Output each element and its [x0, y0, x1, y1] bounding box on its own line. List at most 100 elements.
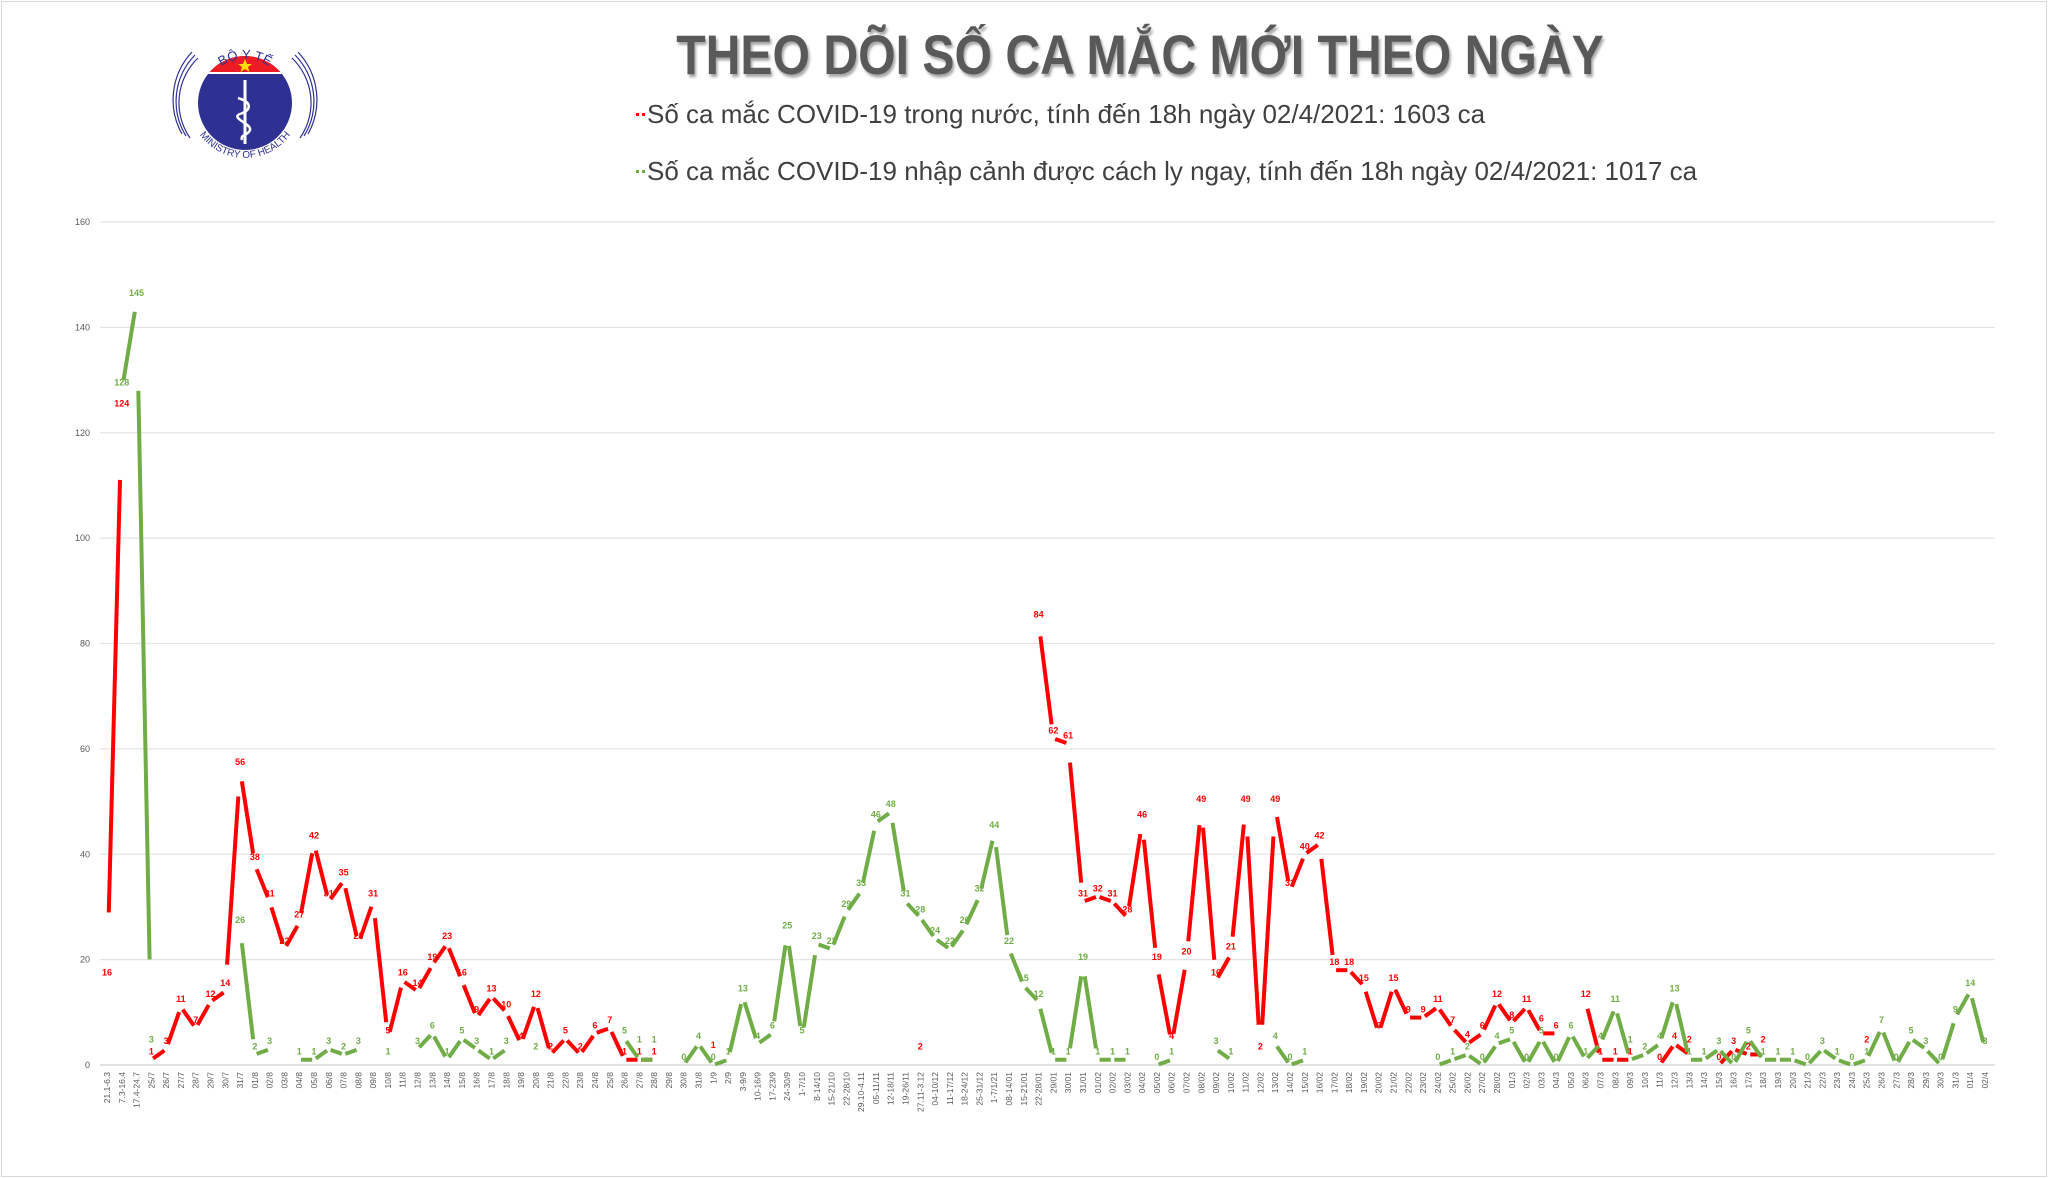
x-tick-label: 08/02 [1196, 1072, 1206, 1094]
domestic-data-label: 42 [1315, 831, 1325, 841]
domestic-data-label: 49 [1241, 794, 1251, 804]
x-tick-label: 18/3 [1758, 1072, 1768, 1089]
x-tick-label: 1-7/1/21 [989, 1072, 999, 1103]
x-tick-label: 28/02 [1492, 1072, 1502, 1094]
imported-line-segment [314, 1048, 329, 1061]
domestic-data-label: 38 [250, 852, 260, 862]
domestic-data-label: 1 [1598, 1047, 1603, 1057]
legend-item-imported: Số ca mắc COVID-19 nhập cảnh được cách l… [636, 156, 1697, 187]
imported-data-label: 1 [385, 1047, 390, 1057]
domestic-line-segment [447, 947, 462, 978]
domestic-line-segment [417, 967, 433, 990]
imported-data-label: 1 [726, 1047, 731, 1057]
y-tick-label: 0 [85, 1060, 90, 1070]
domestic-data-label: 2 [918, 1041, 923, 1051]
x-tick-label: 01/02 [1093, 1072, 1103, 1094]
imported-data-label: 22 [827, 936, 837, 946]
imported-data-label: 1 [1125, 1047, 1130, 1057]
imported-line-segment [742, 1001, 758, 1039]
x-tick-label: 05/02 [1152, 1072, 1162, 1094]
imported-data-label: 1 [1169, 1047, 1174, 1057]
imported-data-label: 0 [1894, 1052, 1899, 1062]
domestic-line-segment [1216, 956, 1231, 979]
imported-data-label: 5 [1539, 1026, 1544, 1036]
imported-line-segment [890, 822, 906, 892]
domestic-data-label: 33 [1285, 878, 1295, 888]
domestic-data-label: 35 [339, 868, 349, 878]
x-tick-label: 11/8 [398, 1072, 408, 1088]
domestic-line-segment [284, 924, 300, 947]
domestic-line-segment [358, 906, 374, 940]
x-tick-label: 27/02 [1477, 1072, 1487, 1094]
imported-line-segment [698, 1045, 714, 1064]
imported-line-segment [1866, 1031, 1882, 1057]
domestic-line-segment [476, 997, 492, 1017]
imported-line-segment [329, 1047, 343, 1056]
imported-data-label: 6 [1568, 1020, 1573, 1030]
domestic-data-label: 3 [164, 1036, 169, 1046]
x-tick-label: 26/02 [1462, 1072, 1472, 1094]
imported-data-label: 3 [1982, 1036, 1987, 1046]
x-tick-label: 20/8 [531, 1072, 541, 1089]
domestic-data-label: 56 [235, 757, 245, 767]
imported-line-segment [462, 1038, 477, 1050]
domestic-data-label: 18 [1329, 957, 1339, 967]
domestic-line-segment [1127, 833, 1143, 907]
imported-data-label: 48 [886, 799, 896, 809]
x-tick-label: 28/7 [191, 1072, 201, 1089]
domestic-line-segment [1468, 1033, 1482, 1045]
domestic-data-label: 32 [1093, 883, 1103, 893]
imported-data-label: 1 [1095, 1047, 1100, 1057]
imported-data-label: 4 [1598, 1031, 1603, 1041]
imported-data-label: 3 [504, 1036, 509, 1046]
imported-data-label: 2 [252, 1041, 257, 1051]
domestic-data-label: 2 [1746, 1041, 1751, 1051]
domestic-line-segment [195, 1003, 211, 1026]
domestic-line-segment [580, 1034, 595, 1054]
imported-line-segment [787, 945, 803, 1027]
imported-line-segment [121, 311, 137, 381]
imported-line-segment [255, 1047, 269, 1056]
x-tick-label: 09/3 [1625, 1072, 1635, 1089]
imported-data-label: 5 [1509, 1026, 1514, 1036]
domestic-data-label: 14 [413, 978, 423, 988]
imported-line-segment [1881, 1031, 1897, 1062]
imported-data-label: 1 [1835, 1047, 1840, 1057]
x-tick-label: 23/3 [1832, 1072, 1842, 1089]
imported-data-label: 0 [1154, 1052, 1159, 1062]
domestic-line-segment [432, 945, 447, 964]
x-tick-label: 30/3 [1936, 1072, 1946, 1089]
domestic-data-label: 4 [1169, 1031, 1174, 1041]
x-tick-label: 05/8 [309, 1072, 319, 1089]
imported-data-label: 1 [1450, 1047, 1455, 1057]
imported-line-segment [417, 1033, 433, 1049]
y-tick-label: 140 [75, 322, 90, 332]
imported-data-label: 6 [430, 1020, 435, 1030]
domestic-data-label: 12 [1492, 989, 1502, 999]
x-tick-label: 29/8 [664, 1072, 674, 1089]
imported-data-label: 2 [1465, 1041, 1470, 1051]
imported-line-segment [1748, 1040, 1764, 1059]
imported-line-segment [801, 954, 817, 1028]
imported-line-segment [1511, 1040, 1527, 1063]
domestic-line-segment [1349, 970, 1364, 986]
imported-line-segment [1733, 1040, 1749, 1063]
imported-line-segment [492, 1048, 506, 1061]
x-tick-label: 31/7 [235, 1072, 245, 1089]
y-tick-label: 40 [80, 849, 90, 859]
domestic-data-label: 124 [114, 399, 129, 409]
domestic-line-segment [1067, 762, 1084, 883]
domestic-data-label: 84 [1034, 609, 1044, 619]
domestic-data-label: 42 [309, 831, 319, 841]
imported-line-segment [239, 942, 256, 1040]
domestic-line-segment [535, 1007, 551, 1049]
domestic-data-label: 7 [193, 1015, 198, 1025]
domestic-data-label: 14 [220, 978, 230, 988]
x-tick-label: 06/8 [324, 1072, 334, 1089]
domestic-data-label: 0 [1716, 1052, 1721, 1062]
x-tick-label: 2/9 [723, 1072, 733, 1084]
imported-data-label: 13 [1669, 984, 1679, 994]
legend-text-domestic: Số ca mắc COVID-19 trong nước, tính đến … [647, 99, 1486, 129]
y-tick-label: 80 [80, 639, 90, 649]
domestic-line-segment [106, 479, 123, 913]
